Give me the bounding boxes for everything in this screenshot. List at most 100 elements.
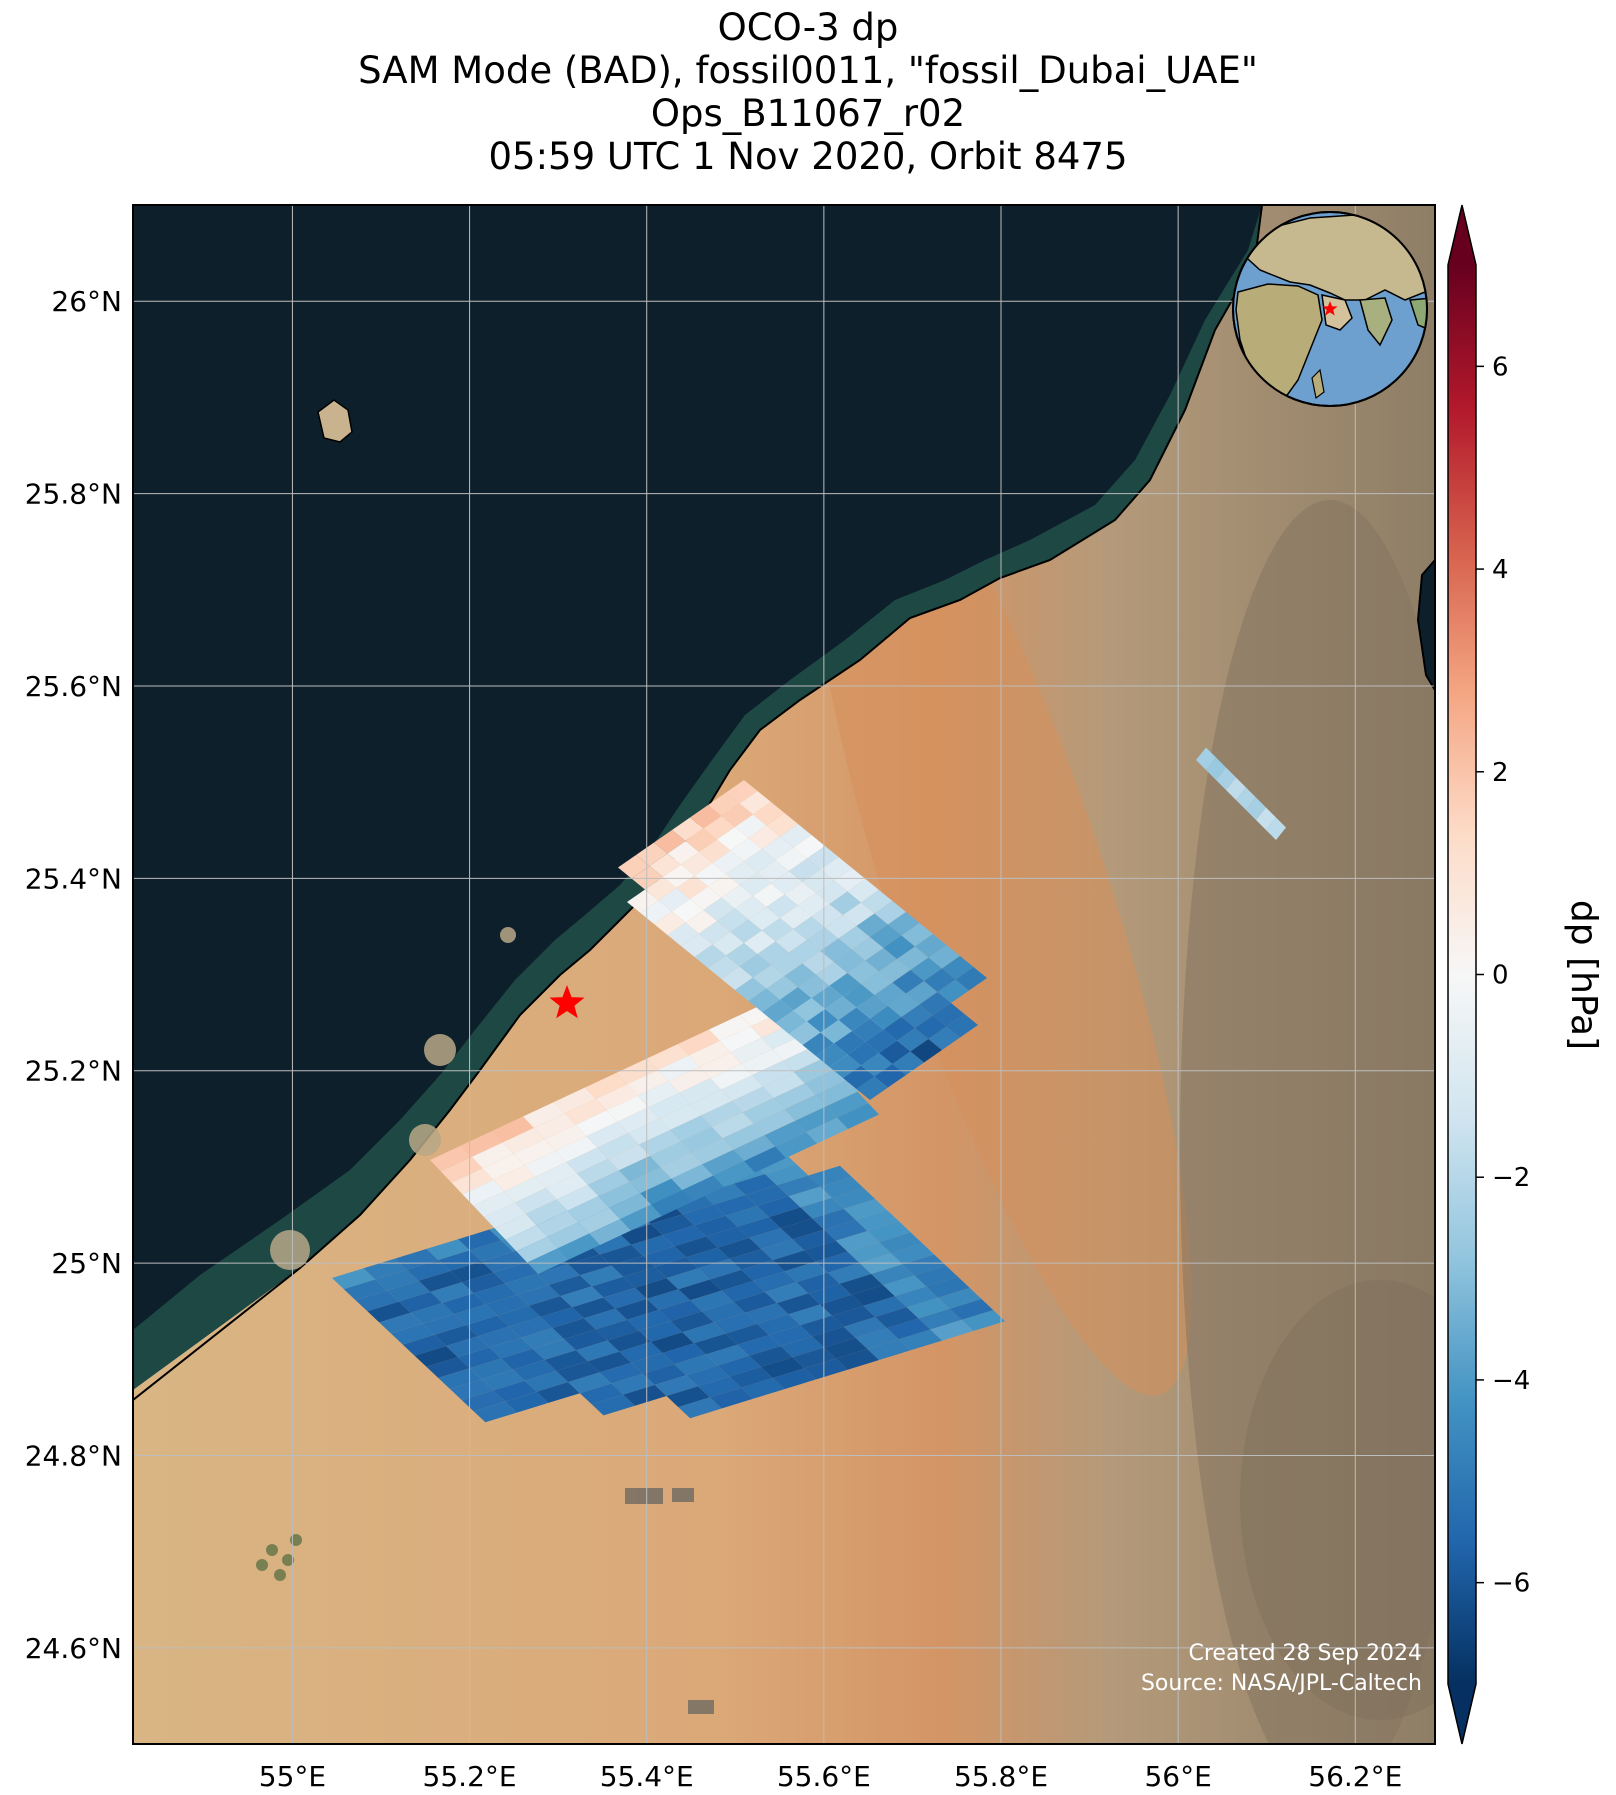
lat-tick-label: 25.4°N xyxy=(25,862,122,895)
sounding-footprint xyxy=(897,1028,929,1052)
sounding-footprint xyxy=(721,885,753,909)
sounding-footprint xyxy=(856,1076,888,1100)
sounding-footprint xyxy=(721,803,753,827)
lon-tick-label: 55.6°E xyxy=(777,1760,871,1793)
sounding-footprint xyxy=(712,850,744,874)
sounding-footprint xyxy=(784,882,816,906)
sounding-footprint xyxy=(533,1113,576,1140)
sounding-footprint xyxy=(721,1075,763,1101)
sounding-footprint xyxy=(332,1268,376,1290)
sounding-footprint xyxy=(961,1310,1006,1331)
title-line-4: 05:59 UTC 1 Nov 2020, Orbit 8475 xyxy=(488,135,1128,178)
sounding-footprint xyxy=(745,1185,789,1206)
sounding-footprint xyxy=(832,1188,876,1209)
sounding-footprint xyxy=(694,1333,738,1355)
sounding-footprint xyxy=(735,977,767,1001)
colorbar-extend-min xyxy=(1448,1684,1476,1744)
sounding-footprint xyxy=(892,970,924,994)
sounding-footprint xyxy=(706,1226,750,1248)
credit-created: Created 28 Sep 2024 xyxy=(1189,1641,1423,1666)
sounding-footprint xyxy=(910,1039,942,1063)
sounding-footprint xyxy=(515,1188,557,1214)
sounding-footprint xyxy=(733,1292,777,1313)
sounding-footprint xyxy=(619,1341,663,1363)
sounding-footprint xyxy=(678,1397,722,1419)
sounding-footprint xyxy=(802,951,834,975)
lon-tick-label: 55.8°E xyxy=(954,1760,1048,1793)
sounding-footprint xyxy=(762,999,794,1023)
sounding-footprint xyxy=(645,877,677,901)
sounding-footprint xyxy=(829,891,861,915)
sounding-footprint xyxy=(649,1141,692,1168)
sounding-footprint xyxy=(395,1248,439,1270)
sounding-footprint xyxy=(591,1276,636,1298)
sounding-footprint xyxy=(867,1339,911,1360)
sounding-footprint xyxy=(482,1153,525,1180)
sounding-footprint xyxy=(568,1254,612,1276)
sounding-footprint xyxy=(807,927,839,951)
sounding-footprint xyxy=(662,1225,706,1247)
lat-tick-label: 24.8°N xyxy=(25,1439,122,1472)
sounding-footprint xyxy=(440,1156,483,1183)
sounding-footprint xyxy=(473,1401,517,1423)
sounding-footprint xyxy=(725,1206,769,1227)
sounding-footprint xyxy=(375,1269,419,1291)
map-frame xyxy=(132,204,1436,1745)
sounding-footprint xyxy=(635,1278,679,1299)
sounding-footprint xyxy=(493,1262,537,1284)
sounding-footprint xyxy=(780,824,812,848)
farm-circles xyxy=(256,1534,302,1581)
sounding-footprint xyxy=(851,1285,895,1306)
sounding-footprint xyxy=(757,860,789,884)
sounding-footprint xyxy=(454,1304,498,1326)
sounding-footprint xyxy=(702,1149,745,1176)
sounding-footprint xyxy=(540,1307,584,1328)
sounding-footprint xyxy=(703,897,735,921)
credit-source: Source: NASA/JPL-Caltech xyxy=(1141,1671,1422,1696)
sounding-footprint xyxy=(771,871,803,895)
sounding-footprint xyxy=(780,987,812,1011)
sounding-footprint xyxy=(578,1207,621,1234)
sounding-footprint xyxy=(906,981,938,1005)
sounding-footprint xyxy=(847,1242,891,1263)
sounding-footprint xyxy=(461,1131,503,1157)
solar-park xyxy=(625,1488,714,1714)
sounding-footprint xyxy=(709,1269,754,1291)
sounding-footprint xyxy=(647,1044,689,1070)
sounding-footprint xyxy=(363,1258,407,1280)
sounding-footprint xyxy=(1226,777,1246,800)
sounding-footprint xyxy=(548,1275,592,1297)
sounding-footprint xyxy=(744,930,776,954)
sounding-footprint xyxy=(875,1307,919,1329)
sounding-footprint xyxy=(547,1222,590,1249)
sounding-footprint xyxy=(776,1175,821,1197)
sounding-footprint xyxy=(670,1193,714,1215)
sounding-footprint xyxy=(438,1368,482,1389)
sounding-footprint xyxy=(567,1196,610,1223)
sounding-footprint xyxy=(481,1251,525,1273)
sounding-footprint xyxy=(753,1109,796,1136)
sounding-footprint xyxy=(804,1358,848,1380)
sounding-footprint xyxy=(489,1337,533,1359)
sounding-footprint xyxy=(775,929,807,953)
sounding-footprint xyxy=(861,890,893,914)
sounding-footprint xyxy=(887,1318,931,1340)
sounding-footprint xyxy=(708,955,740,979)
sounding-footprint xyxy=(649,853,681,877)
sounding-footprint xyxy=(748,988,780,1012)
sounding-footprint xyxy=(804,1240,848,1262)
sounding-footprint xyxy=(620,1204,662,1231)
lat-tick-label: 24.6°N xyxy=(25,1632,122,1665)
sounding-footprint xyxy=(820,1294,864,1316)
sounding-footprint xyxy=(666,1268,710,1290)
sounding-footprint xyxy=(843,984,875,1008)
sounding-footprint xyxy=(788,1186,832,1208)
sounding-footprint xyxy=(702,1301,746,1323)
sounding-footprint xyxy=(826,1091,869,1118)
sounding-footprint xyxy=(798,893,830,917)
sounding-footprint xyxy=(865,948,897,972)
sounding-footprint xyxy=(717,1237,762,1259)
sounding-footprint xyxy=(494,1213,537,1240)
latitude-tick-labels: 26°N 25.8°N 25.6°N 25.4°N 25.2°N 25°N 24.8°N 24… xyxy=(25,285,122,1665)
sounding-footprint xyxy=(469,1240,514,1262)
